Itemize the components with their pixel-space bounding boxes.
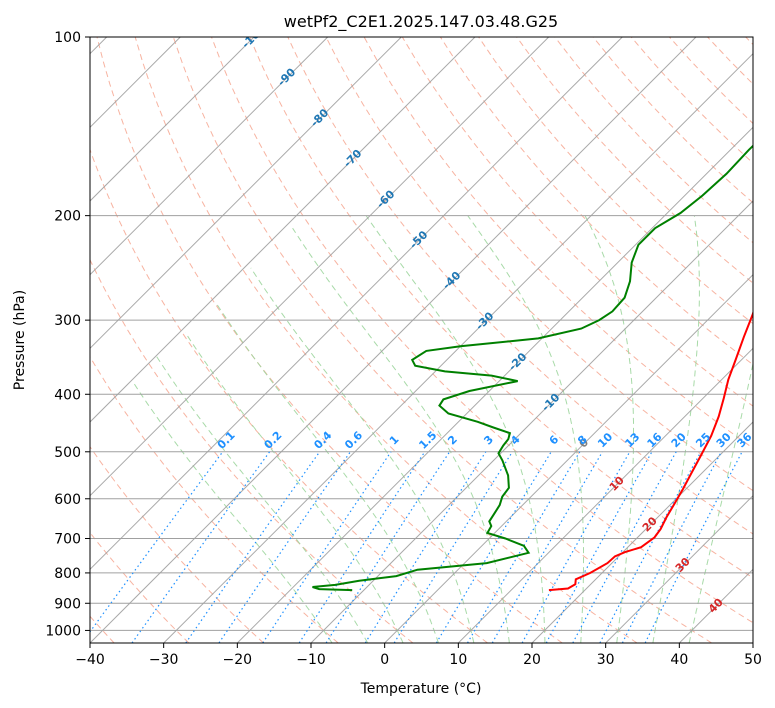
isobar-gridlines [90, 37, 753, 631]
plot-frame [89, 36, 754, 644]
moist-adiabat [215, 302, 439, 643]
x-axis: −40 −30 −20 −10 0 10 20 30 40 50 [75, 643, 762, 668]
x-tick-label: 10 [449, 652, 467, 668]
isotherm-line [90, 37, 623, 571]
dry-adiabat [211, 37, 753, 624]
isotherm-line [90, 37, 697, 643]
mixing-ratio-label: 36 [735, 430, 755, 450]
isotherm-line [236, 126, 753, 643]
moist-adiabat [250, 267, 475, 643]
y-tick-label: 900 [54, 596, 81, 612]
dry-adiabat [325, 37, 753, 492]
mixing-ratio-line [298, 451, 426, 643]
moist-adiabat [155, 355, 369, 643]
moist-adiabat [131, 380, 333, 643]
chart-title: wetPf2_C2E1.2025.147.03.48.G25 [284, 12, 558, 32]
y-tick-label: 1000 [45, 623, 81, 639]
moist-adiabat [467, 215, 584, 643]
mixing-ratio-line [435, 451, 552, 643]
dry-adiabat [249, 37, 753, 579]
mixing-ratio-line [262, 451, 392, 643]
moist-adiabat [292, 227, 510, 643]
mixing-ratio-lines [90, 451, 743, 643]
x-tick-label: −20 [223, 652, 253, 668]
isotherm-line [90, 37, 329, 276]
mixing-ratio-line [325, 451, 451, 643]
x-tick-label: −40 [75, 652, 105, 668]
y-tick-label: 700 [54, 532, 81, 548]
x-tick-label: 30 [597, 652, 615, 668]
mixing-ratio-line [218, 451, 351, 643]
x-tick-label: 0 [380, 652, 389, 668]
isotherm-line [384, 273, 753, 643]
dry-adiabat [516, 37, 753, 284]
dry-adiabat [134, 37, 638, 643]
mixing-ratio-line [572, 451, 677, 643]
x-axis-label: Temperature (°C) [360, 681, 482, 697]
x-tick-label: −10 [296, 652, 326, 668]
isotherm-line [90, 37, 255, 202]
moist-adiabat [184, 332, 404, 643]
isotherm-line [457, 347, 753, 643]
isotherm-line [90, 37, 402, 350]
moist-adiabats [131, 215, 753, 643]
dry-adiabat [172, 37, 712, 643]
isotherm-line [163, 52, 753, 643]
mixing-ratio-line [466, 451, 581, 643]
isotherm-line [605, 494, 753, 643]
dry-adiabat [90, 258, 414, 643]
sounding-profiles [312, 144, 753, 592]
y-tick-label: 600 [54, 492, 81, 508]
dewpoint-profile [312, 144, 753, 592]
moist-adiabat [365, 215, 546, 643]
x-tick-label: −30 [149, 652, 179, 668]
y-tick-label: 500 [54, 445, 81, 461]
y-axis: 100 200 300 400 500 600 700 800 900 1000 [45, 30, 90, 639]
y-axis-label: Pressure (hPa) [12, 290, 28, 390]
dry-adiabat [90, 445, 264, 643]
y-tick-label: 100 [54, 30, 81, 46]
moist-adiabat [652, 215, 700, 643]
y-tick-label: 200 [54, 209, 81, 225]
isotherm-line [531, 421, 753, 643]
y-tick-label: 400 [54, 387, 81, 403]
isotherm-line [90, 37, 550, 497]
x-tick-label: 20 [523, 652, 541, 668]
isotherm-gridlines [90, 37, 753, 643]
mixing-ratio-line [185, 451, 321, 643]
isotherm-line [310, 200, 753, 643]
dry-adiabat [287, 37, 753, 535]
mixing-ratio-line [393, 451, 513, 643]
temperature-profile [548, 310, 753, 592]
mixing-ratio-line [364, 451, 487, 643]
moist-adiabat [584, 215, 634, 643]
dry-adiabat [96, 37, 563, 643]
mixing-ratio-line [599, 451, 702, 643]
isotherm-line [90, 37, 476, 423]
x-tick-label: 40 [670, 652, 688, 668]
y-tick-label: 800 [54, 566, 81, 582]
y-tick-label: 300 [54, 313, 81, 329]
x-tick-label: 50 [744, 652, 762, 668]
